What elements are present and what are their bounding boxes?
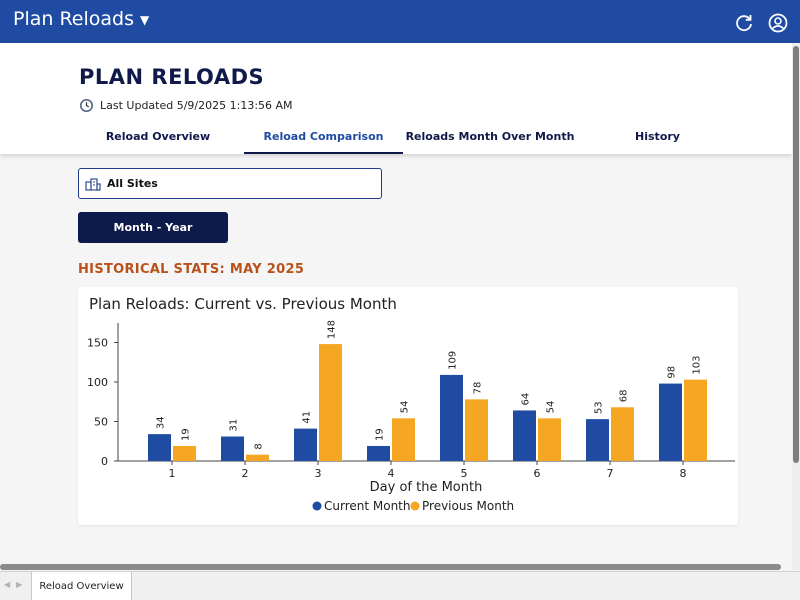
tab-history[interactable]: History <box>635 130 680 143</box>
horizontal-scrollbar[interactable] <box>0 564 781 570</box>
chart-bar-current-month <box>586 419 609 461</box>
chart-x-tick-label: 1 <box>169 467 176 480</box>
chart-x-tick-label: 7 <box>607 467 614 480</box>
chart-bar-previous-month <box>538 418 561 461</box>
legend-label-previous-month: Previous Month <box>422 499 514 513</box>
chart-bar-previous-month <box>392 418 415 461</box>
chart-card: Plan Reloads: Current vs. Previous Month… <box>78 287 738 525</box>
chevron-down-icon: ▼ <box>140 13 150 27</box>
chart-data-label: 98 <box>667 366 678 379</box>
chart-bar-previous-month <box>173 445 196 461</box>
chart-data-label: 8 <box>254 443 265 449</box>
chart-data-label: 54 <box>400 401 411 414</box>
chart-bar-current-month <box>367 445 390 461</box>
chart-y-tick-label: 100 <box>87 376 108 389</box>
chart-bar-previous-month <box>246 454 269 461</box>
site-selector[interactable]: All Sites <box>78 168 382 199</box>
chart-bar-current-month <box>440 374 463 461</box>
site-selector-label: All Sites <box>107 177 158 190</box>
chart-data-label: 54 <box>546 401 557 414</box>
app-title: Plan Reloads <box>13 8 135 30</box>
tab-reload-comparison[interactable]: Reload Comparison <box>244 129 403 154</box>
refresh-icon[interactable] <box>734 13 754 33</box>
chart-bar-current-month <box>513 410 536 461</box>
chart-title: Plan Reloads: Current vs. Previous Month <box>89 295 397 313</box>
page-title: PLAN RELOADS <box>79 65 265 89</box>
month-year-button[interactable]: Month - Year <box>78 212 228 243</box>
stats-heading: HISTORICAL STATS: MAY 2025 <box>78 262 305 277</box>
chart-y-tick-label: 50 <box>94 416 108 429</box>
top-bar: Plan Reloads ▼ <box>0 0 800 43</box>
clock-icon <box>79 98 94 113</box>
chart-bar-previous-month <box>465 399 488 461</box>
tab-reloads-month-over-month[interactable]: Reloads Month Over Month <box>405 130 575 143</box>
sheet-next-icon[interactable]: ▶ <box>16 580 23 589</box>
chart-data-label: 19 <box>375 428 386 441</box>
chart-x-tick-label: 5 <box>461 467 468 480</box>
bar-chart: Plan Reloads: Current vs. Previous Month… <box>87 295 735 513</box>
chart-bar-current-month <box>659 383 682 461</box>
chart-data-label: 31 <box>229 419 240 432</box>
last-updated: Last Updated 5/9/2025 1:13:56 AM <box>79 98 293 113</box>
app-title-dropdown[interactable]: Plan Reloads ▼ <box>13 8 149 30</box>
chart-bar-current-month <box>148 434 171 461</box>
chart-bar-current-month <box>294 428 317 461</box>
sheet-nav-arrows[interactable]: ◀ ▶ <box>4 580 22 589</box>
chart-data-label: 41 <box>302 411 313 424</box>
chart-data-label: 53 <box>594 401 605 414</box>
header-card: PLAN RELOADS Last Updated 5/9/2025 1:13:… <box>0 43 792 154</box>
vertical-scrollbar[interactable] <box>793 46 799 463</box>
chart-x-tick-label: 4 <box>388 467 395 480</box>
building-icon <box>85 177 101 191</box>
chart-x-tick-label: 3 <box>315 467 322 480</box>
chart-data-label: 78 <box>473 382 484 395</box>
chart-bar-previous-month <box>611 407 634 461</box>
chart-data-label: 148 <box>327 320 338 339</box>
chart-data-label: 103 <box>692 356 703 375</box>
last-updated-text: Last Updated 5/9/2025 1:13:56 AM <box>100 99 293 112</box>
legend-label-current-month: Current Month <box>324 499 411 513</box>
chart-x-axis-label: Day of the Month <box>370 480 483 495</box>
tab-reload-overview[interactable]: Reload Overview <box>105 130 211 143</box>
legend-marker-current-month <box>312 501 322 511</box>
chart-bar-current-month <box>221 436 244 461</box>
sheet-tab-reload-overview[interactable]: Reload Overview <box>31 572 132 600</box>
chart-x-tick-label: 8 <box>680 467 687 480</box>
chart-data-label: 68 <box>619 390 630 403</box>
chart-bar-previous-month <box>684 379 707 461</box>
chart-data-label: 34 <box>156 416 167 429</box>
bottom-sheet-bar: ◀ ▶ Reload Overview <box>0 571 800 600</box>
chart-data-label: 19 <box>181 428 192 441</box>
chart-data-label: 109 <box>448 351 459 370</box>
sheet-prev-icon[interactable]: ◀ <box>4 580 11 589</box>
chart-x-tick-label: 2 <box>242 467 249 480</box>
legend-marker-previous-month <box>410 501 420 511</box>
chart-y-tick-label: 0 <box>101 455 108 468</box>
chart-data-label: 64 <box>521 393 532 406</box>
chart-y-tick-label: 150 <box>87 337 108 350</box>
user-circle-icon[interactable] <box>768 13 788 33</box>
chart-bar-previous-month <box>319 344 342 461</box>
chart-x-tick-label: 6 <box>534 467 541 480</box>
